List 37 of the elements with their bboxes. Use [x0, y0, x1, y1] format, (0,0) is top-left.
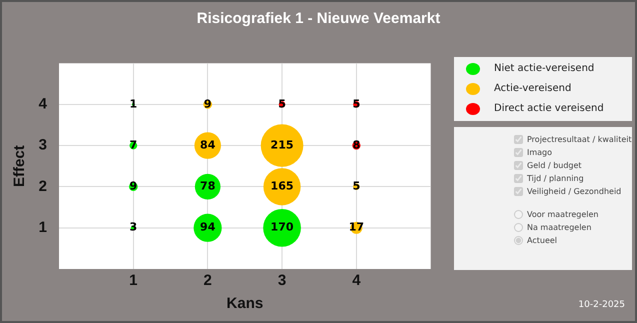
- text: 10-2-2025: [578, 300, 625, 310]
- data-label: 5: [278, 97, 286, 110]
- text: Projectresultaat / kwaliteit: [527, 135, 632, 144]
- data-label: 215: [270, 138, 294, 152]
- x-tick-label: 4: [352, 272, 362, 290]
- text: Voor maatregelen: [527, 210, 598, 219]
- legend-label: Direct actie vereisend: [494, 103, 604, 114]
- text: Geld / budget: [527, 161, 582, 170]
- legend-label: Niet actie-vereisend: [494, 63, 594, 74]
- data-label: 5: [352, 180, 360, 193]
- data-label: 9: [130, 180, 138, 193]
- text: Imago: [527, 148, 552, 157]
- y-tick-label: 2: [38, 178, 47, 195]
- data-label: 9: [204, 97, 212, 110]
- y-tick-label: 1: [38, 218, 47, 236]
- x-tick-label: 2: [204, 272, 212, 290]
- x-axis-title: Kans: [226, 295, 264, 312]
- data-label: 1: [130, 97, 138, 110]
- legend-label: Actie-vereisend: [494, 83, 572, 94]
- text: Actueel: [527, 236, 558, 245]
- x-tick-label: 3: [278, 272, 286, 290]
- data-label: 170: [270, 220, 294, 234]
- chart-title: Risicografiek 1 - Nieuwe Veemarkt: [196, 10, 442, 27]
- y-tick-label: 3: [38, 136, 47, 154]
- data-label: 7: [130, 138, 138, 152]
- x-tick-label: 1: [129, 272, 138, 290]
- text: Tijd / planning: [527, 174, 584, 183]
- y-tick-label: 4: [38, 96, 48, 113]
- data-label: 8: [352, 138, 360, 152]
- y-axis-title: Effect: [11, 145, 28, 187]
- data-label: 5: [352, 97, 360, 110]
- data-label: 94: [200, 220, 216, 234]
- data-label: 78: [200, 180, 216, 193]
- data-label: 84: [200, 138, 216, 152]
- text: Veiligheid / Gezondheid: [527, 187, 622, 196]
- data-label: 165: [270, 180, 294, 193]
- text: Na maatregelen: [527, 223, 592, 232]
